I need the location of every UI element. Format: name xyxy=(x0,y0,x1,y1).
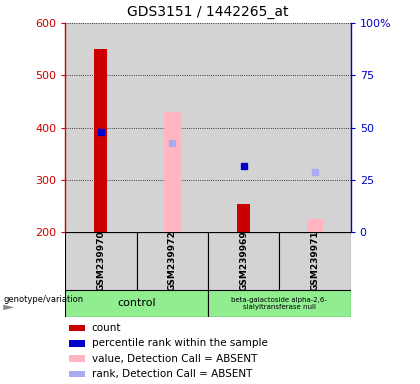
Bar xyxy=(208,290,351,317)
Bar xyxy=(68,356,84,362)
Text: genotype/variation: genotype/variation xyxy=(3,295,84,304)
Text: GSM239969: GSM239969 xyxy=(239,231,248,291)
Bar xyxy=(65,232,136,290)
Text: percentile rank within the sample: percentile rank within the sample xyxy=(92,338,268,348)
Polygon shape xyxy=(3,305,14,310)
Text: value, Detection Call = ABSENT: value, Detection Call = ABSENT xyxy=(92,354,257,364)
Bar xyxy=(279,23,351,232)
Bar xyxy=(65,23,136,232)
Text: GSM239972: GSM239972 xyxy=(168,231,177,291)
Text: GSM239971: GSM239971 xyxy=(310,231,320,291)
Bar xyxy=(208,23,279,232)
Bar xyxy=(65,290,208,317)
Text: count: count xyxy=(92,323,121,333)
Text: rank, Detection Call = ABSENT: rank, Detection Call = ABSENT xyxy=(92,369,252,379)
Bar xyxy=(164,112,181,232)
Bar xyxy=(208,232,279,290)
Bar xyxy=(68,340,84,347)
Text: GSM239970: GSM239970 xyxy=(96,231,105,291)
Title: GDS3151 / 1442265_at: GDS3151 / 1442265_at xyxy=(127,5,289,19)
Bar xyxy=(307,219,323,232)
Bar xyxy=(94,49,107,232)
Bar xyxy=(237,204,250,232)
Bar xyxy=(68,325,84,331)
Bar xyxy=(136,23,208,232)
Bar xyxy=(136,232,208,290)
Bar xyxy=(279,232,351,290)
Bar xyxy=(68,371,84,377)
Text: beta-galactoside alpha-2,6-
sialyltransferase null: beta-galactoside alpha-2,6- sialyltransf… xyxy=(231,297,327,310)
Text: control: control xyxy=(117,298,156,308)
